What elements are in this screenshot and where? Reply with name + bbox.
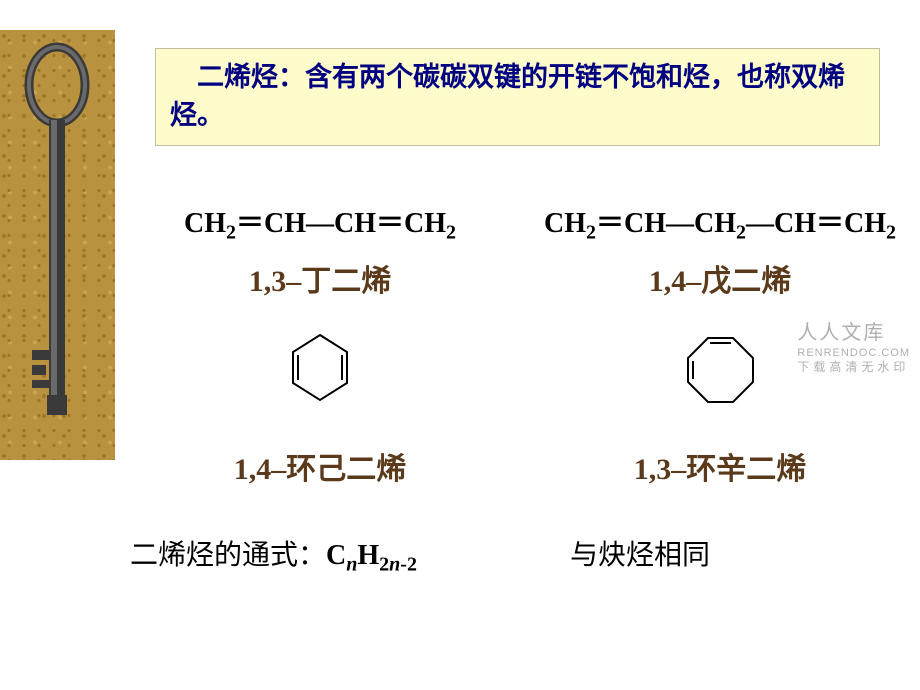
definition-box: 二烯烃：含有两个碳碳双键的开链不饱和烃，也称双烯烃。 bbox=[155, 48, 880, 146]
slide-content: 二烯烃：含有两个碳碳双键的开链不饱和烃，也称双烯烃。 CH2＝CH—CH＝CH2… bbox=[115, 0, 920, 577]
general-formula-row: 二烯烃的通式：CnH2n-2 与炔烃相同 bbox=[115, 533, 920, 577]
watermark-subtitle: 下载高清无水印 bbox=[797, 360, 910, 376]
ring-names-row: 1,4–环己二烯 1,3–环辛二烯 bbox=[115, 432, 920, 488]
pentadiene-name: 1,4–戊二烯 bbox=[520, 256, 920, 300]
definition-text: 二烯烃：含有两个碳碳双键的开链不饱和烃，也称双烯烃。 bbox=[170, 62, 845, 130]
butadiene-name: 1,3–丁二烯 bbox=[120, 256, 520, 300]
butadiene-formula: CH2＝CH—CH＝CH2 bbox=[120, 201, 520, 245]
ring-name-left-col: 1,4–环己二烯 bbox=[120, 432, 520, 488]
formula-sub-2n2: 2n-2 bbox=[379, 554, 417, 576]
watermark-url: RENRENDOC.COM bbox=[797, 346, 910, 360]
cyclohexadiene-name: 1,4–环己二烯 bbox=[120, 444, 520, 488]
key-icon bbox=[22, 40, 92, 450]
ring-column-left bbox=[120, 330, 520, 410]
formula-column-left: CH2＝CH—CH＝CH2 1,3–丁二烯 bbox=[120, 201, 520, 301]
formulas-row: CH2＝CH—CH＝CH2 1,3–丁二烯 CH2＝CH—CH2—CH＝CH2 … bbox=[115, 201, 920, 301]
general-formula-label: 二烯烃的通式： bbox=[130, 540, 326, 571]
ring-structures-row: 人人文库 RENRENDOC.COM 下载高清无水印 bbox=[115, 330, 920, 410]
cyclooctadiene-structure bbox=[678, 330, 763, 410]
pentadiene-formula: CH2＝CH—CH2—CH＝CH2 bbox=[520, 201, 920, 245]
cyclooctadiene-name: 1,3–环辛二烯 bbox=[520, 444, 920, 488]
general-formula-cell: 二烯烃的通式：CnH2n-2 bbox=[120, 533, 480, 577]
ring-name-right-col: 1,3–环辛二烯 bbox=[520, 432, 920, 488]
general-formula: CnH2n-2 bbox=[326, 540, 417, 571]
alkyne-note: 与炔烃相同 bbox=[480, 533, 920, 577]
formula-column-right: CH2＝CH—CH2—CH＝CH2 1,4–戊二烯 bbox=[520, 201, 920, 301]
watermark: 人人文库 RENRENDOC.COM 下载高清无水印 bbox=[797, 320, 910, 376]
cyclohexadiene-structure bbox=[285, 330, 355, 405]
key-sidebar-image bbox=[0, 30, 115, 460]
watermark-title: 人人文库 bbox=[797, 320, 910, 346]
ring-column-right: 人人文库 RENRENDOC.COM 下载高清无水印 bbox=[520, 330, 920, 410]
